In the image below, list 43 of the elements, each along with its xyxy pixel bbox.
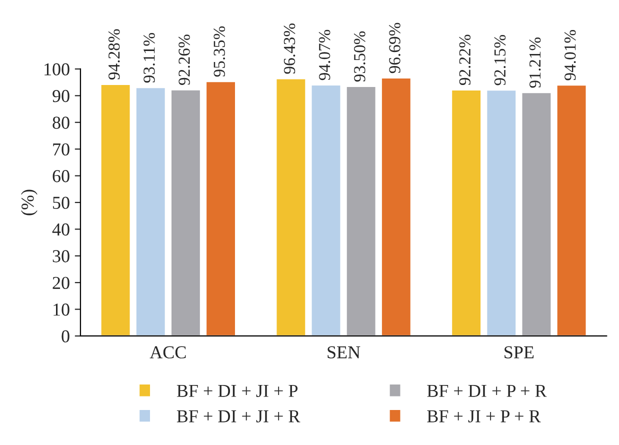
data-label: 93.11% xyxy=(144,33,155,83)
bar xyxy=(450,89,482,336)
bar xyxy=(520,92,552,336)
y-tick-label: 90 xyxy=(52,90,70,102)
y-tick-label: 40 xyxy=(52,223,70,236)
bar xyxy=(556,84,588,336)
legend-label: BF + DI + JI + R xyxy=(176,410,300,422)
bar xyxy=(205,80,236,336)
y-tick-label: 0 xyxy=(62,330,70,342)
bar xyxy=(345,86,377,336)
bar xyxy=(170,88,202,336)
y-tick-label: 50 xyxy=(53,196,70,209)
x-tick-label: SPE xyxy=(504,346,534,358)
legend-label: BF + JI + P + R xyxy=(427,410,541,422)
y-tick-label: 60 xyxy=(52,170,70,182)
data-label: 92.22% xyxy=(459,34,471,86)
y-tick-label: 100 xyxy=(44,63,70,76)
y-tick-label: 20 xyxy=(52,276,70,290)
y-tick-label: 10 xyxy=(54,304,70,316)
bar xyxy=(135,86,166,336)
x-tick-label: SEN xyxy=(328,346,360,358)
data-label: 94.28% xyxy=(108,29,120,80)
legend-label: BF + DI + JI + P xyxy=(176,384,298,397)
data-label: 94.01% xyxy=(564,30,576,80)
y-axis-title: (%) xyxy=(21,190,38,216)
data-label: 93.50% xyxy=(354,31,366,82)
bar xyxy=(486,89,517,336)
data-label: 92.26% xyxy=(178,34,190,85)
data-label: 92.15% xyxy=(494,34,506,86)
data-label: 96.69% xyxy=(389,22,400,74)
data-label: 96.43% xyxy=(284,24,296,74)
x-tick-label: ACC xyxy=(150,346,186,358)
bar xyxy=(310,84,342,336)
bar xyxy=(100,84,132,336)
bar xyxy=(380,77,412,336)
data-label: 94.07% xyxy=(318,30,330,80)
y-tick-label: 30 xyxy=(52,250,70,262)
y-tick-label: 80 xyxy=(52,116,70,129)
legend-label: BF + DI + P + R xyxy=(427,384,547,397)
y-tick-label: 70 xyxy=(53,143,70,156)
bar xyxy=(275,78,307,336)
data-label: 95.35% xyxy=(214,26,226,77)
data-label: 91.21% xyxy=(529,37,541,88)
